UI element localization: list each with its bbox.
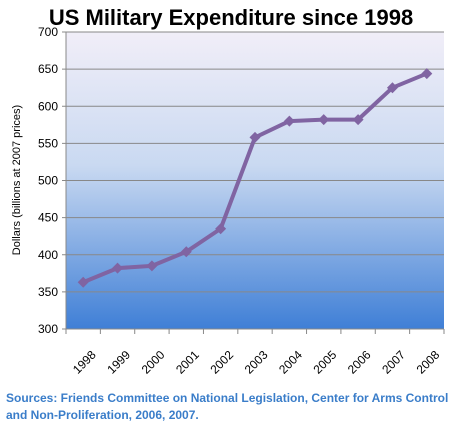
y-axis-label: Dollars (billions at 2007 prices) — [11, 105, 23, 255]
data-point-marker — [318, 114, 330, 126]
x-tick-label: 2003 — [242, 348, 271, 377]
y-tick-label: 500 — [38, 174, 58, 188]
y-tick-label: 650 — [38, 62, 58, 76]
x-tick-label: 2004 — [276, 348, 305, 377]
y-tick-label: 400 — [38, 248, 58, 262]
gridlines — [66, 31, 444, 293]
data-point-marker — [180, 246, 192, 258]
x-tick-label: 2006 — [345, 348, 374, 377]
y-axis-ticks: 300 350 400 450 500 550 600 650 700 — [38, 25, 66, 336]
data-point-marker — [249, 131, 261, 143]
y-tick-label: 300 — [38, 322, 58, 336]
y-tick-label: 350 — [38, 285, 58, 299]
x-tick-label: 2005 — [311, 348, 340, 377]
x-tick-label: 2002 — [207, 348, 236, 377]
x-axis-ticks: 1998 1999 2000 2001 2002 2003 2004 2005 2006 2007… — [65, 329, 445, 377]
data-point-marker — [386, 82, 398, 94]
x-tick-label: 2001 — [173, 348, 202, 377]
data-point-marker — [283, 115, 295, 127]
source-line-2: and Non-Proliferation, 2006, 2007. — [6, 408, 199, 422]
x-tick-label: 2000 — [139, 348, 168, 377]
data-point-marker — [421, 68, 433, 80]
chart-title: US Military Expenditure since 1998 — [49, 5, 413, 30]
y-tick-label: 550 — [38, 136, 58, 150]
series-layer — [77, 68, 433, 288]
data-point-marker — [112, 262, 124, 274]
y-tick-label: 600 — [38, 99, 58, 113]
x-tick-label: 2007 — [379, 348, 408, 377]
y-tick-label: 700 — [38, 25, 58, 39]
data-point-marker — [77, 276, 89, 288]
data-point-marker — [352, 114, 364, 126]
x-tick-label: 1998 — [70, 348, 99, 377]
x-tick-label: 1999 — [104, 348, 133, 377]
x-tick-label: 2008 — [414, 348, 443, 377]
data-point-marker — [215, 223, 227, 235]
data-point-marker — [146, 260, 158, 272]
source-line-1: Sources: Friends Committee on National L… — [6, 391, 448, 405]
y-tick-label: 450 — [38, 211, 58, 225]
